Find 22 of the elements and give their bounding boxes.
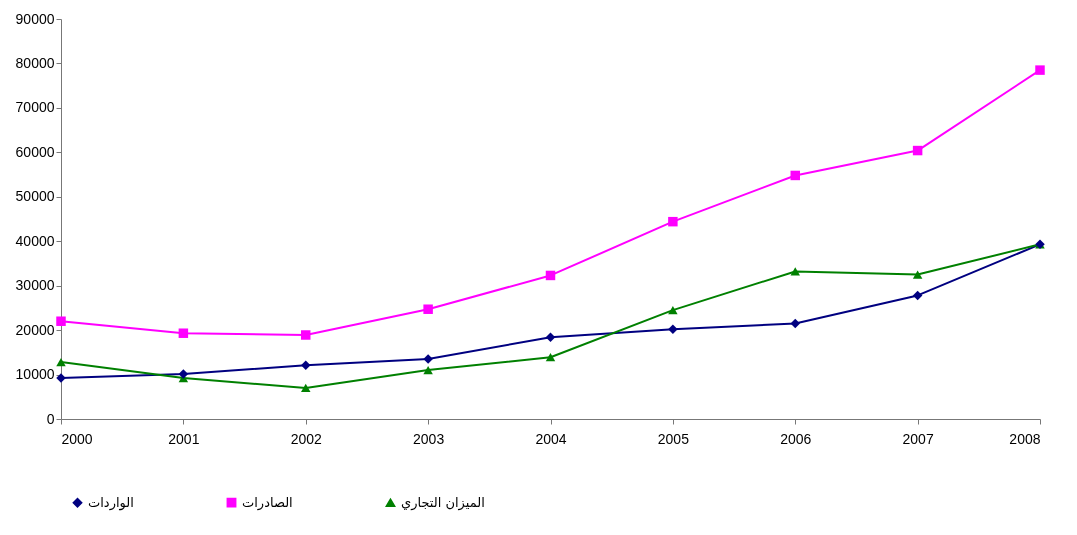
y-tick-label: 50000 <box>15 188 55 205</box>
y-tick-label: 30000 <box>15 277 55 294</box>
y-tick-label: 10000 <box>15 366 55 383</box>
y-tick-label: 20000 <box>15 321 55 338</box>
y-tick-label: 0 <box>46 410 55 427</box>
x-tick-label: 2003 <box>413 430 445 447</box>
x-tick-label: 2004 <box>535 430 567 447</box>
x-tick-label: 2007 <box>902 430 934 447</box>
x-tick-label: 2000 <box>61 430 93 447</box>
y-tick-label: 70000 <box>15 99 55 116</box>
y-tick-label: 90000 <box>15 10 55 27</box>
legend-label: الميزان التجاري <box>401 494 485 511</box>
x-tick-label: 2005 <box>657 430 690 447</box>
legend-label: الصادرات <box>242 494 293 511</box>
x-tick-label: 2001 <box>168 430 200 447</box>
x-tick-label: 2006 <box>780 430 812 447</box>
x-tick-label: 2002 <box>290 430 323 447</box>
y-tick-label: 60000 <box>15 143 55 160</box>
y-tick-label: 80000 <box>15 54 55 71</box>
y-tick-label: 40000 <box>15 232 55 249</box>
legend-label: الواردات <box>88 494 134 511</box>
x-tick-label: 2008 <box>1009 430 1041 447</box>
